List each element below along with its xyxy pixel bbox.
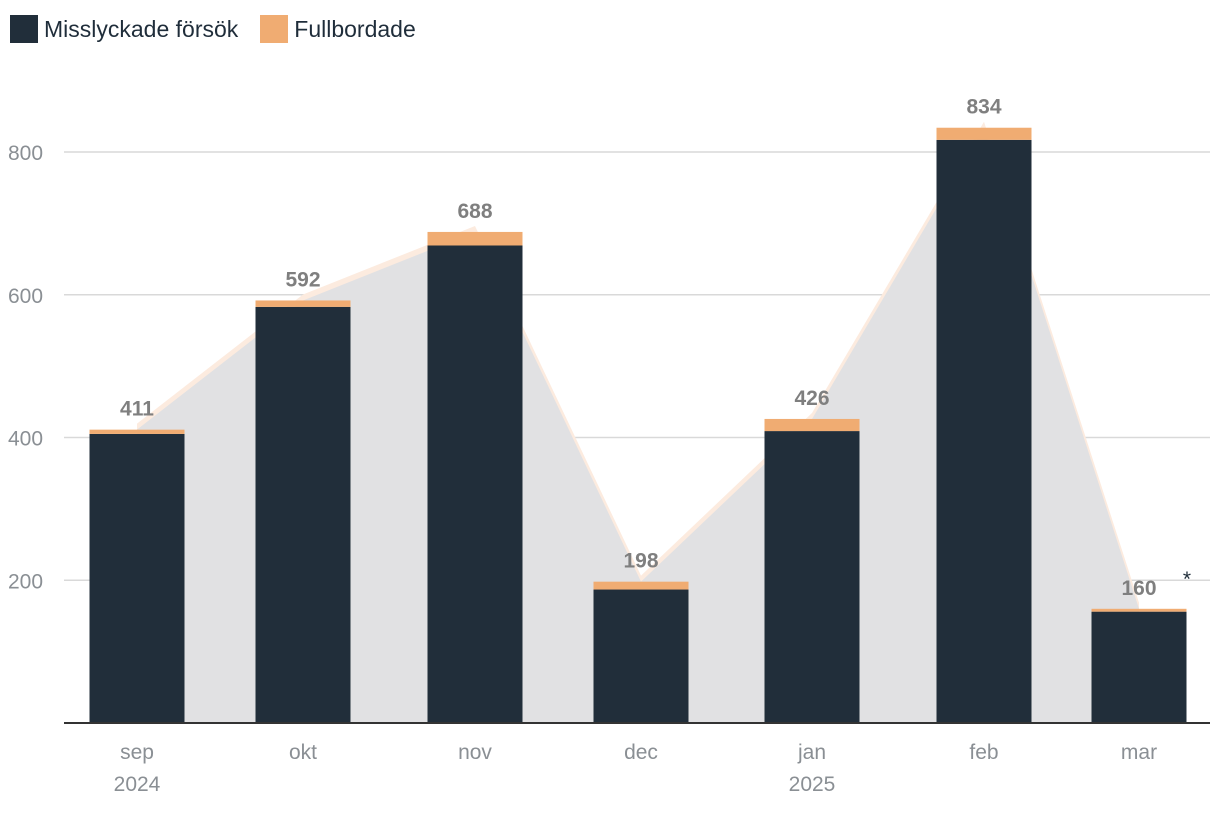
y-tick-label: 200	[8, 570, 43, 593]
y-tick-label: 400	[8, 428, 43, 451]
total-label-jan: 426	[794, 387, 829, 410]
total-area	[137, 127, 1139, 724]
y-tick-label: 600	[8, 285, 43, 308]
total-label-nov: 688	[457, 200, 492, 223]
x-tick-label: feb	[969, 741, 998, 764]
bar-completed-sep	[89, 429, 185, 434]
bar-completed-nov	[427, 231, 523, 246]
x-tick-label: mar	[1121, 741, 1157, 764]
x-tick-label: sep	[120, 741, 154, 764]
bar-failed-okt	[255, 306, 351, 723]
x-tick-sublabel: 2025	[789, 773, 836, 796]
x-tick-label: dec	[624, 741, 658, 764]
total-label-okt: 592	[285, 268, 320, 291]
legend-item-completed[interactable]: Fullbordade	[260, 15, 416, 43]
bar-completed-dec	[593, 581, 689, 590]
legend-label-completed: Fullbordade	[294, 15, 416, 42]
legend-swatch-completed	[260, 15, 289, 43]
legend-item-failed[interactable]: Misslyckade försök	[10, 15, 238, 43]
legend: Misslyckade försök Fullbordade	[10, 15, 438, 43]
bar-failed-feb	[936, 139, 1032, 723]
total-label-feb: 834	[966, 96, 1001, 119]
total-label-mar: 160	[1121, 577, 1156, 600]
bar-failed-jan	[764, 431, 860, 723]
bar-completed-mar	[1091, 608, 1187, 612]
x-tick-label: okt	[289, 741, 317, 764]
bar-failed-dec	[593, 589, 689, 723]
y-tick-label: 800	[8, 142, 43, 165]
bar-completed-jan	[764, 418, 860, 432]
x-tick-sublabel: 2024	[114, 773, 161, 796]
annotation-asterisk: *	[1183, 568, 1191, 591]
legend-swatch-failed	[10, 15, 38, 43]
total-label-sep: 411	[120, 398, 154, 421]
bar-failed-mar	[1091, 611, 1187, 723]
x-tick-label: nov	[458, 741, 492, 764]
bar-completed-okt	[255, 300, 351, 307]
bar-completed-feb	[936, 127, 1032, 140]
bar-failed-sep	[89, 433, 185, 723]
legend-label-failed: Misslyckade försök	[44, 15, 239, 42]
bar-failed-nov	[427, 245, 523, 723]
x-tick-label: jan	[797, 741, 826, 764]
total-label-dec: 198	[623, 550, 658, 573]
